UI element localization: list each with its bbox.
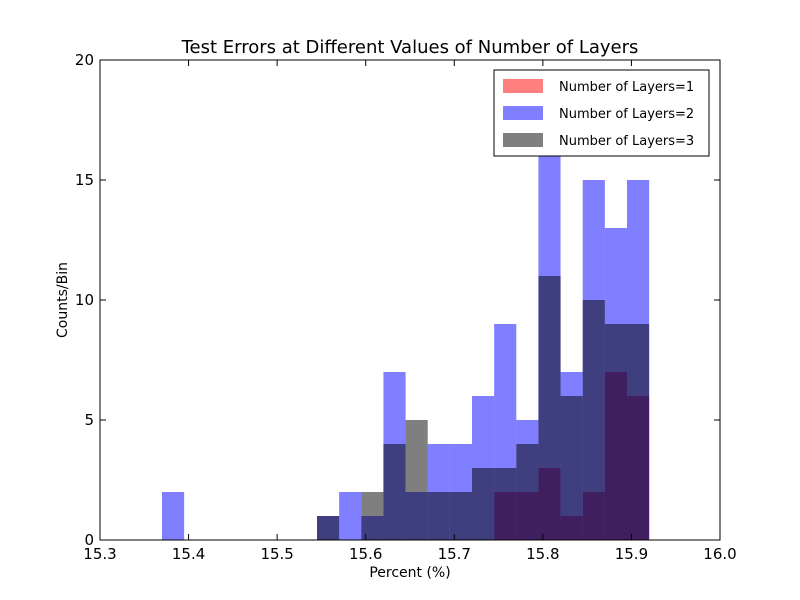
bar-series-3-bin-8 (472, 468, 495, 540)
x-tick-label-3: 15.6 (349, 545, 382, 563)
legend: Number of Layers=1 Number of Layers=2 Numb… (493, 69, 710, 157)
y-tick-label-4: 20 (75, 51, 94, 69)
bar-series-3-bin-11 (538, 276, 561, 540)
bar-series-2-bin-2 (339, 492, 362, 540)
x-tick-label-6: 15.9 (615, 545, 648, 563)
bar-series-3-bin-1 (317, 516, 340, 540)
chart-title: Test Errors at Different Values of Numbe… (181, 37, 639, 58)
bar-series-3-bin-14 (604, 324, 627, 540)
bar-series-3-bin-13 (582, 300, 605, 540)
x-tick-label-5: 15.8 (526, 545, 559, 563)
x-tick-label-4: 15.7 (438, 545, 471, 563)
bar-series-2-bin-0 (162, 492, 185, 540)
ticks-layer: 15.3 15.4 15.5 15.6 15.7 15.8 15.9 16.0 0 5 10 15 20 (75, 51, 737, 563)
bar-series-3-bin-4 (383, 444, 406, 540)
legend-label-3: Number of Layers=3 (559, 134, 694, 149)
legend-swatch-3 (503, 133, 543, 147)
y-axis-label: Counts/Bin (55, 262, 71, 338)
bar-series-3-bin-3 (361, 492, 384, 540)
y-tick-label-0: 0 (84, 531, 94, 549)
y-tick-label-1: 5 (84, 411, 94, 429)
x-tick-label-1: 15.4 (172, 545, 205, 563)
legend-label-1: Number of Layers=1 (559, 80, 694, 95)
legend-swatch-1 (503, 79, 543, 93)
bar-series-3-bin-5 (405, 420, 428, 540)
x-tick-label-0: 15.3 (83, 545, 116, 563)
x-tick-label-7: 16.0 (703, 545, 736, 563)
bar-series-3-bin-10 (516, 444, 539, 540)
bar-series-3-bin-9 (494, 468, 517, 540)
bar-series-3-bin-6 (427, 492, 450, 540)
legend-label-2: Number of Layers=2 (559, 107, 694, 122)
bars-layer (162, 156, 650, 540)
x-axis-label: Percent (%) (369, 565, 450, 581)
bar-series-3-bin-7 (449, 492, 472, 540)
bar-series-3-bin-12 (560, 396, 583, 540)
bar-series-3-bin-15 (627, 324, 650, 540)
y-tick-label-3: 15 (75, 171, 94, 189)
x-tick-label-2: 15.5 (260, 545, 293, 563)
legend-swatch-2 (503, 106, 543, 120)
y-tick-label-2: 10 (75, 291, 94, 309)
